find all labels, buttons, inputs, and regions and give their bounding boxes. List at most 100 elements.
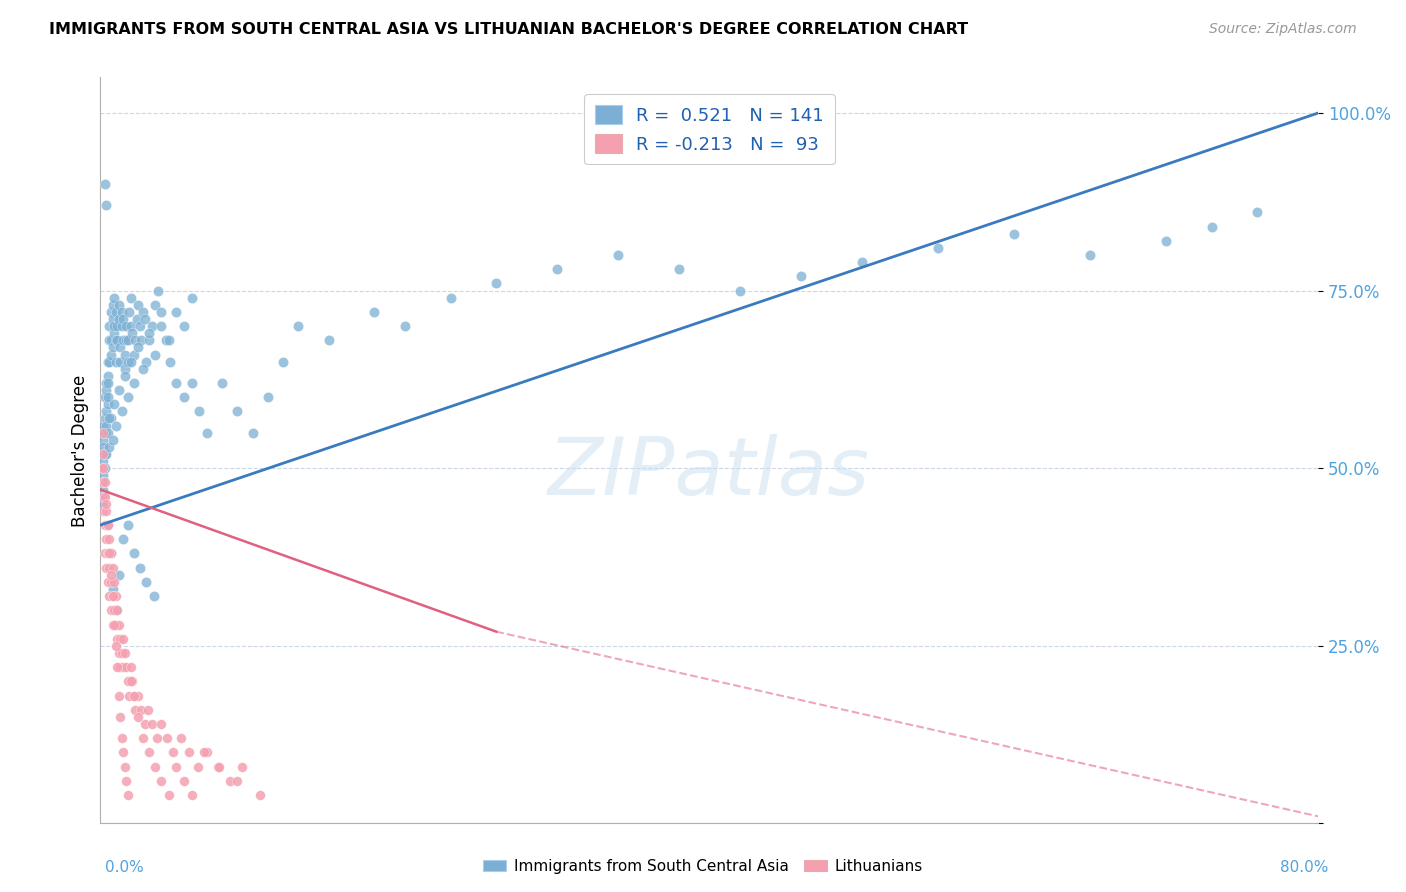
Point [107,298,129,312]
Point [112,533,135,547]
Point [98,546,121,560]
Point [104,589,127,603]
Point [97,425,120,440]
Point [117,518,139,533]
Point [94,475,117,490]
Point [157,788,180,802]
Point [108,660,131,674]
Point [135,574,157,589]
Point [132,305,155,319]
Point [104,354,127,368]
Point [101,589,124,603]
Point [98,411,121,425]
Point [121,326,143,341]
Legend: R =  0.521   N = 141, R = -0.213   N =  93: R = 0.521 N = 141, R = -0.213 N = 93 [583,94,835,164]
Point [100,567,122,582]
Point [122,546,145,560]
Point [318,334,340,348]
Point [97,518,120,533]
Point [135,354,157,368]
Point [256,390,278,404]
Point [101,298,124,312]
Point [107,567,129,582]
Point [1002,227,1025,241]
Point [103,326,125,341]
Point [97,368,120,383]
Point [180,376,202,390]
Point [187,759,209,773]
Y-axis label: Bachelor's Degree: Bachelor's Degree [72,375,89,526]
Point [195,425,218,440]
Point [90,447,112,461]
Point [97,390,120,404]
Point [98,533,121,547]
Point [141,319,163,334]
Point [851,255,873,269]
Point [101,560,124,574]
Point [101,617,124,632]
Point [100,574,122,589]
Point [132,731,155,746]
Point [94,390,117,404]
Point [148,284,170,298]
Point [121,674,143,689]
Point [111,646,134,660]
Point [103,574,125,589]
Point [107,617,129,632]
Point [108,632,131,646]
Point [103,603,125,617]
Point [114,759,136,773]
Point [111,319,134,334]
Point [103,397,125,411]
Point [127,298,149,312]
Point [218,773,240,788]
Point [90,475,112,490]
Point [363,305,385,319]
Point [114,361,136,376]
Point [242,425,264,440]
Point [150,319,173,334]
Point [90,497,112,511]
Point [173,773,195,788]
Point [100,305,122,319]
Point [101,341,124,355]
Point [112,746,135,760]
Point [120,354,142,368]
Point [96,533,118,547]
Point [107,312,129,326]
Point [97,518,120,533]
Point [111,731,134,746]
Point [115,319,138,334]
Point [170,731,193,746]
Point [100,347,122,361]
Point [105,660,128,674]
Point [100,603,122,617]
Point [125,312,148,326]
Point [104,418,127,433]
Point [122,689,145,703]
Point [98,319,121,334]
Point [96,198,118,212]
Point [115,660,138,674]
Point [271,354,294,368]
Point [90,475,112,490]
Point [93,483,115,497]
Point [162,746,184,760]
Point [101,582,124,596]
Point [94,447,117,461]
Point [108,341,131,355]
Point [138,334,160,348]
Point [96,418,118,433]
Point [105,632,128,646]
Point [118,689,141,703]
Point [117,354,139,368]
Point [112,660,135,674]
Point [94,411,117,425]
Point [166,759,188,773]
Point [226,404,249,418]
Point [97,354,120,368]
Point [112,334,135,348]
Point [93,475,115,490]
Point [607,248,630,262]
Point [96,504,118,518]
